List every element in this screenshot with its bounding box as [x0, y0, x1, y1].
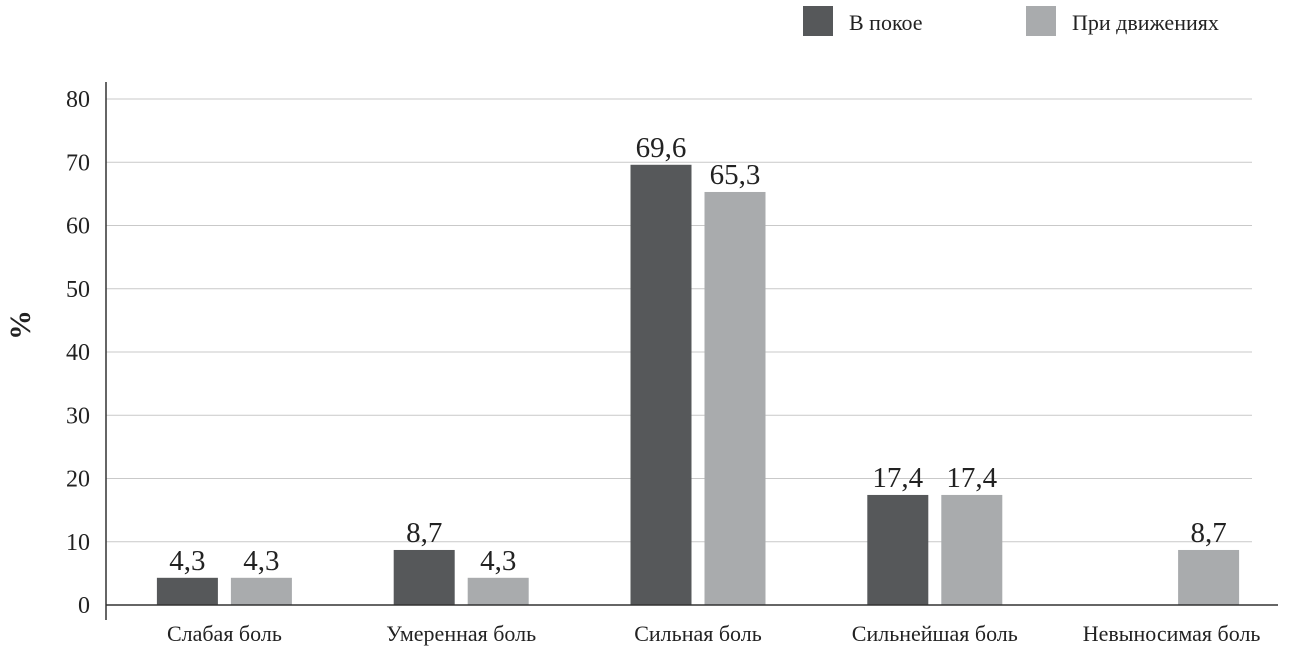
bar	[941, 494, 1003, 605]
bar	[630, 164, 692, 605]
y-tick-label: 60	[66, 214, 90, 240]
x-tick-label: Невыносимая боль	[1083, 621, 1261, 646]
axes	[105, 82, 1278, 620]
y-tick-label: 70	[66, 150, 90, 176]
x-tick-label: Сильнейшая боль	[852, 621, 1018, 646]
y-tick-label: 0	[78, 593, 90, 619]
data-label: 17,4	[872, 462, 923, 494]
data-label: 69,6	[636, 132, 687, 164]
bar	[1178, 549, 1240, 605]
data-label: 17,4	[946, 462, 997, 494]
bars	[156, 164, 1240, 606]
y-tick-label: 10	[66, 530, 90, 556]
data-label: 4,3	[243, 545, 279, 577]
y-tick-label: 50	[66, 277, 90, 303]
x-tick-label: Умеренная боль	[386, 621, 536, 646]
x-category-labels: Слабая боль Умеренная боль Сильная боль Сил…	[167, 621, 1261, 646]
data-label: 4,3	[169, 545, 205, 577]
y-tick-label: 20	[66, 467, 90, 493]
legend-label: При движениях	[1072, 10, 1219, 35]
legend: В покое При движениях	[803, 6, 1219, 36]
bar	[156, 577, 218, 605]
y-tick-labels: 0 10 20 30 40 50 60 70 80	[66, 87, 90, 619]
value-labels: 4,3 4,3 8,7 4,3 69,6 65,3 17,4 17,4 8,7	[169, 132, 1226, 577]
x-tick-label: Сильная боль	[634, 621, 762, 646]
legend-label: В покое	[849, 10, 923, 35]
y-tick-label: 40	[66, 340, 90, 366]
data-label: 8,7	[1190, 517, 1226, 549]
legend-swatch	[1026, 6, 1056, 36]
bar	[230, 577, 292, 605]
y-tick-label: 30	[66, 403, 90, 429]
y-axis-label: %	[4, 310, 37, 340]
bar	[467, 577, 529, 605]
data-label: 4,3	[480, 545, 516, 577]
bar	[393, 549, 455, 605]
data-label: 65,3	[710, 159, 761, 191]
y-tick-label: 80	[66, 87, 90, 113]
bar	[867, 494, 929, 605]
legend-swatch	[803, 6, 833, 36]
data-label: 8,7	[406, 517, 442, 549]
bar	[704, 191, 766, 606]
x-tick-label: Слабая боль	[167, 621, 282, 646]
